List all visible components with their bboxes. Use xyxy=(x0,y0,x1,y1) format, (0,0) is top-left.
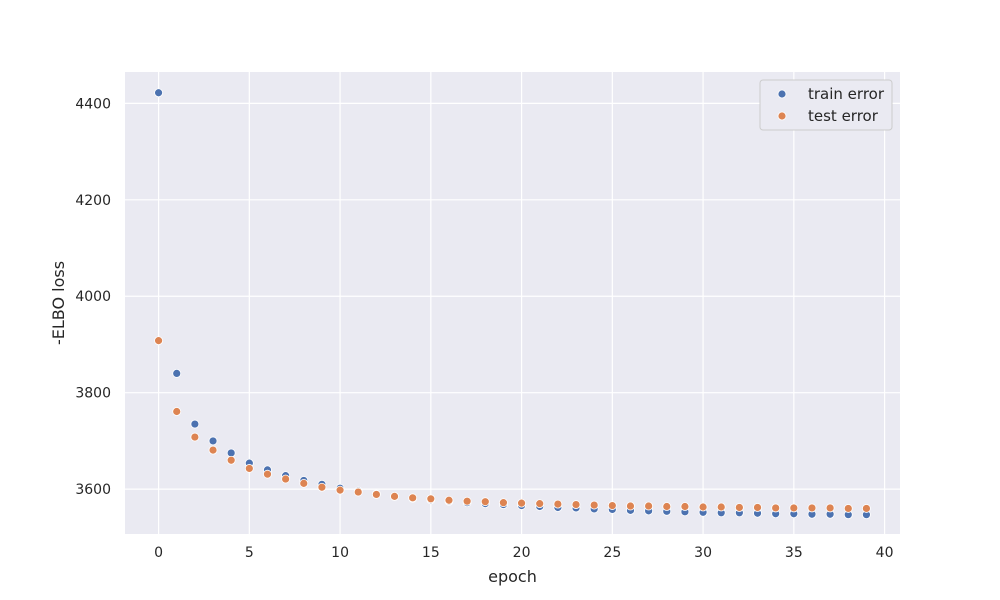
point-test-error xyxy=(843,504,853,513)
x-tick-label: 20 xyxy=(513,545,531,561)
y-tick-label: 3800 xyxy=(75,386,111,402)
point-test-error xyxy=(807,503,817,513)
point-train-error xyxy=(190,419,200,429)
point-test-error xyxy=(244,464,254,473)
point-test-error xyxy=(517,498,526,508)
point-test-error xyxy=(734,503,744,512)
point-train-error xyxy=(154,88,163,98)
y-tick-label: 4000 xyxy=(75,289,111,305)
x-tick-label: 35 xyxy=(785,545,803,561)
legend-box xyxy=(759,79,893,131)
x-tick-label: 15 xyxy=(422,545,440,561)
point-test-error xyxy=(862,504,871,513)
point-test-error xyxy=(698,502,708,512)
data-points xyxy=(154,88,871,520)
point-test-error xyxy=(499,498,508,508)
legend-marker-test-error xyxy=(777,111,787,121)
point-test-error xyxy=(281,474,291,484)
x-tick-label: 30 xyxy=(694,545,712,561)
point-test-error xyxy=(371,490,381,499)
point-test-error xyxy=(535,499,545,509)
point-test-error xyxy=(825,503,835,513)
point-train-error xyxy=(172,369,182,378)
legend-marker-train-error xyxy=(777,89,787,99)
point-test-error xyxy=(317,482,327,492)
point-test-error xyxy=(571,500,581,509)
point-test-error xyxy=(335,485,345,495)
point-test-error xyxy=(462,496,472,506)
point-test-error xyxy=(408,493,418,503)
point-test-error xyxy=(444,495,454,505)
point-test-error xyxy=(390,491,399,501)
y-axis-label: -ELBO loss xyxy=(49,261,68,345)
legend-label-test-error: test error xyxy=(808,107,879,125)
point-test-error xyxy=(226,455,236,465)
point-test-error xyxy=(716,502,726,512)
legend: train error test error xyxy=(759,79,893,131)
point-test-error xyxy=(771,503,781,513)
point-test-error xyxy=(353,487,363,497)
point-test-error xyxy=(299,478,309,488)
point-test-error xyxy=(680,502,690,511)
point-test-error xyxy=(607,501,617,510)
point-test-error xyxy=(644,501,654,511)
point-train-error xyxy=(208,436,218,446)
x-axis-label: epoch xyxy=(488,567,537,586)
point-test-error xyxy=(626,501,635,511)
tick-labels: 0 5 10 15 20 25 30 35 40 3600 3800 4000 4200 4400 xyxy=(75,96,893,561)
point-test-error xyxy=(172,407,182,416)
point-test-error xyxy=(789,503,799,513)
point-test-error xyxy=(589,500,599,510)
point-test-error xyxy=(753,503,762,512)
point-train-error xyxy=(226,448,236,458)
x-tick-label: 40 xyxy=(876,545,894,561)
legend-label-train-error: train error xyxy=(808,85,885,103)
y-tick-label: 3600 xyxy=(75,482,111,498)
y-tick-label: 4400 xyxy=(75,96,111,112)
x-tick-label: 0 xyxy=(154,545,163,561)
point-test-error xyxy=(190,432,200,442)
point-test-error xyxy=(480,497,490,507)
x-tick-label: 5 xyxy=(245,545,254,561)
plot-area-background xyxy=(125,72,900,534)
x-tick-label: 25 xyxy=(603,545,621,561)
point-test-error xyxy=(553,499,563,509)
point-test-error xyxy=(263,469,272,479)
point-test-error xyxy=(426,494,436,504)
y-tick-label: 4200 xyxy=(75,193,111,209)
x-tick-label: 10 xyxy=(331,545,349,561)
point-test-error xyxy=(662,502,672,511)
point-test-error xyxy=(208,445,218,455)
point-test-error xyxy=(154,336,163,346)
